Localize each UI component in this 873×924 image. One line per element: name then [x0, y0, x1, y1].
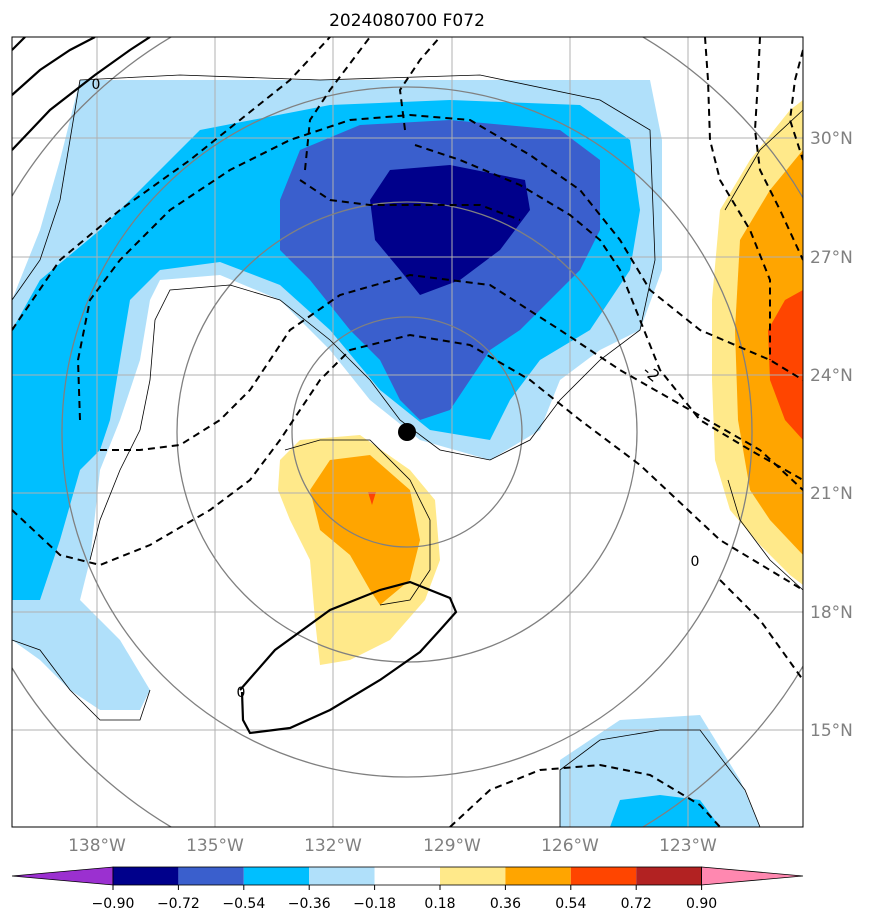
lon-tick-label: 123°W [659, 836, 717, 856]
storm-center-marker [398, 423, 416, 441]
lon-tick-label: 138°W [68, 836, 126, 856]
fill-navy [370, 165, 530, 295]
lon-tick-label: 126°W [541, 836, 599, 856]
lat-tick-label: 27°N [810, 248, 853, 268]
contour-label: 0 [237, 685, 246, 701]
lat-tick-label: 18°N [810, 603, 853, 623]
colorbar-label: 0.54 [555, 896, 586, 912]
lat-tick-label: 30°N [810, 129, 853, 149]
contour-label: 0 [92, 77, 101, 93]
thin-contours [12, 74, 803, 827]
map-area: 0 0 -2 0 [12, 37, 803, 827]
colorbar: −0.90 −0.72 −0.54 −0.36 −0.18 0.18 0.36 … [11, 866, 804, 912]
fill-red-east [768, 290, 803, 440]
lat-tick-label: 15°N [810, 721, 853, 741]
colorbar-segment [374, 867, 440, 885]
colorbar-label: 0.18 [424, 896, 455, 912]
fill-light-blue-southwest [12, 600, 150, 710]
colorbar-segment [570, 867, 637, 885]
colorbar-label: 0.72 [621, 896, 652, 912]
lon-tick-labels: 138°W 135°W 132°W 129°W 126°W 123°W [68, 836, 717, 856]
lat-tick-label: 24°N [810, 366, 853, 386]
dashed-contours [12, 37, 803, 827]
lon-tick-label: 129°W [423, 836, 481, 856]
colorbar-label: −0.72 [157, 896, 200, 912]
solid-contours [12, 37, 458, 735]
map-frame [11, 36, 804, 828]
fill-red-center [368, 492, 376, 505]
colorbar-label: −0.54 [222, 896, 265, 912]
colorbar-segment [505, 867, 571, 885]
colorbar-label: −0.90 [92, 896, 135, 912]
colorbar-segment [309, 867, 375, 885]
fill-blue-southeast [610, 795, 720, 827]
lon-tick-label: 132°W [304, 836, 362, 856]
colorbar-label: 0.36 [490, 896, 521, 912]
colorbar-extend-high [701, 866, 804, 886]
colorbar-label: −0.18 [353, 896, 396, 912]
gridlines [12, 37, 803, 827]
lon-tick-label: 135°W [186, 836, 244, 856]
colorbar-segment [440, 867, 506, 885]
lat-tick-labels: 30°N 27°N 24°N 21°N 18°N 15°N [810, 129, 853, 741]
colorbar-label: −0.36 [288, 896, 331, 912]
colorbar-segment [243, 867, 310, 885]
lat-tick-label: 21°N [810, 484, 853, 504]
colorbar-extend-low [11, 866, 114, 886]
contour-label: 0 [691, 554, 700, 570]
colorbar-segment [113, 867, 179, 885]
colorbar-frame [112, 866, 702, 886]
colorbar-segment [178, 867, 244, 885]
colorbar-segment [636, 867, 702, 885]
figure-title: 2024080700 F072 [329, 11, 485, 31]
colorbar-label: 0.90 [686, 896, 717, 912]
